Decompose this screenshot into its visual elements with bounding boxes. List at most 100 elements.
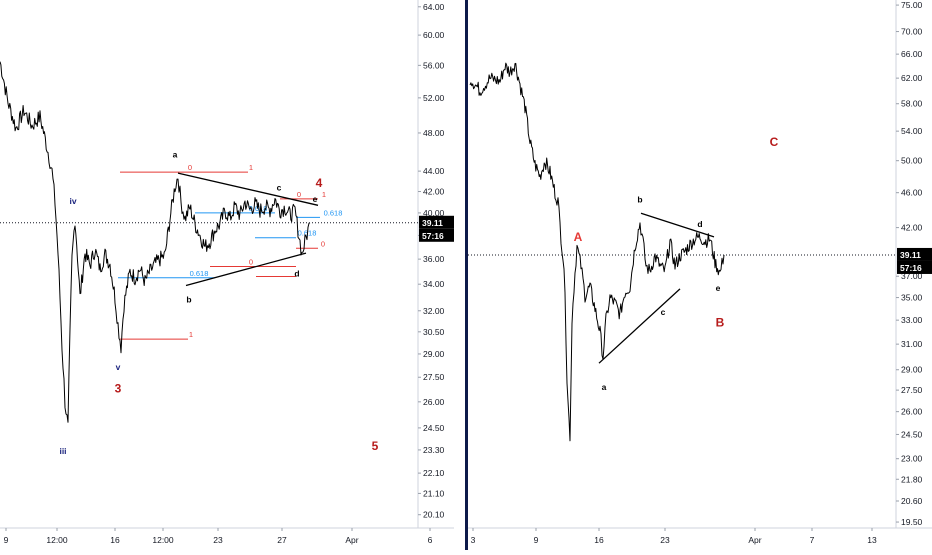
y-tick-label: 37.00 bbox=[901, 271, 923, 281]
y-tick-label: 27.50 bbox=[423, 372, 445, 382]
wave-label: B bbox=[716, 315, 725, 329]
countdown-label: 57:16 bbox=[900, 263, 922, 273]
y-tick-label: 35.00 bbox=[901, 293, 923, 303]
y-tick-label: 75.00 bbox=[901, 0, 923, 10]
y-tick-label: 22.10 bbox=[423, 468, 445, 478]
fib-level-label: 0 bbox=[297, 190, 301, 199]
y-tick-label: 32.00 bbox=[423, 306, 445, 316]
pane-divider[interactable] bbox=[465, 0, 468, 550]
trendline[interactable] bbox=[598, 288, 681, 364]
y-tick-label: 21.10 bbox=[423, 488, 445, 498]
wave-label: iii bbox=[59, 446, 66, 456]
y-tick-label: 42.00 bbox=[423, 187, 445, 197]
right-chart-pane[interactable]: 75.00 70.00 66.00 62.00 58.00 54.00 50.00 46.00… bbox=[468, 0, 932, 545]
x-tick-label: 16 bbox=[594, 535, 604, 545]
wave-label: 5 bbox=[372, 439, 379, 453]
wave-label: c bbox=[277, 182, 282, 192]
wave-label: d bbox=[697, 219, 702, 229]
wave-label: A bbox=[574, 230, 583, 244]
y-tick-label: 64.00 bbox=[423, 2, 445, 12]
y-tick-label: 26.00 bbox=[901, 407, 923, 417]
price-badge-label: 39.11 bbox=[422, 218, 443, 228]
wave-label: e bbox=[313, 194, 318, 204]
left-chart-pane[interactable]: 64.00 60.00 56.00 52.00 48.00 44.00 42.00 40.00… bbox=[0, 0, 454, 545]
countdown-badge bbox=[419, 228, 454, 242]
wave-label: iv bbox=[69, 196, 76, 206]
y-tick-label: 29.00 bbox=[901, 365, 923, 375]
wave-label: 3 bbox=[115, 382, 122, 396]
x-tick-label: 23 bbox=[660, 535, 670, 545]
y-tick-label: 50.00 bbox=[901, 156, 923, 166]
fib-level-label: 0.618 bbox=[324, 208, 343, 217]
y-tick-label: 21.80 bbox=[901, 474, 923, 484]
x-tick-label: 23 bbox=[213, 535, 223, 545]
y-tick-label: 23.00 bbox=[901, 454, 923, 464]
y-tick-label: 56.00 bbox=[423, 60, 445, 70]
y-tick-label: 58.00 bbox=[901, 99, 923, 109]
wave-label: d bbox=[294, 269, 299, 279]
x-tick-label: 6 bbox=[428, 535, 433, 545]
fib-level-label: 0.618 bbox=[190, 269, 209, 278]
wave-label: e bbox=[716, 283, 721, 293]
y-tick-label: 42.00 bbox=[901, 223, 923, 233]
y-tick-label: 52.00 bbox=[423, 93, 445, 103]
x-tick-label: Apr bbox=[345, 535, 358, 545]
y-tick-label: 54.00 bbox=[901, 126, 923, 136]
y-tick-label: 20.60 bbox=[901, 496, 923, 506]
fib-level-label: 0 bbox=[321, 239, 325, 248]
countdown-label: 57:16 bbox=[422, 231, 444, 241]
wave-label: 4 bbox=[316, 176, 323, 190]
x-tick-label: 13 bbox=[867, 535, 877, 545]
price-series-line[interactable] bbox=[469, 62, 725, 442]
trendline[interactable] bbox=[185, 252, 307, 287]
fib-level-label: 1 bbox=[322, 190, 326, 199]
y-tick-label: 24.50 bbox=[901, 429, 923, 439]
y-tick-label: 27.50 bbox=[901, 385, 923, 395]
x-tick-label: 12:00 bbox=[152, 535, 174, 545]
y-tick-label: 26.00 bbox=[423, 397, 445, 407]
y-tick-label: 36.00 bbox=[423, 254, 445, 264]
y-tick-label: 66.00 bbox=[901, 49, 923, 59]
y-tick-label: 70.00 bbox=[901, 27, 923, 37]
y-tick-label: 62.00 bbox=[901, 73, 923, 83]
wave-label: C bbox=[770, 135, 779, 149]
y-tick-label: 24.50 bbox=[423, 423, 445, 433]
x-tick-label: 9 bbox=[534, 535, 539, 545]
y-tick-label: 20.10 bbox=[423, 510, 445, 520]
wave-label: v bbox=[116, 362, 121, 372]
fib-level-label: 0.618 bbox=[249, 204, 268, 213]
wave-label: b bbox=[186, 295, 191, 305]
y-tick-label: 46.00 bbox=[901, 188, 923, 198]
wave-label: b bbox=[637, 195, 642, 205]
fib-level-label: 1 bbox=[249, 163, 253, 172]
fib-level-label: 1 bbox=[189, 330, 193, 339]
y-tick-label: 44.00 bbox=[423, 166, 445, 176]
wave-label: a bbox=[173, 150, 178, 160]
y-tick-label: 23.30 bbox=[423, 445, 445, 455]
fib-level-label: 0 bbox=[188, 163, 192, 172]
trendline[interactable] bbox=[640, 212, 715, 238]
x-tick-label: 3 bbox=[471, 535, 476, 545]
y-tick-label: 60.00 bbox=[423, 30, 445, 40]
price-badge-label: 39.11 bbox=[900, 250, 921, 260]
countdown-badge bbox=[897, 260, 932, 274]
x-tick-label: Apr bbox=[748, 535, 761, 545]
y-tick-label: 33.00 bbox=[901, 315, 923, 325]
x-tick-label: 7 bbox=[810, 535, 815, 545]
y-tick-label: 31.00 bbox=[901, 339, 923, 349]
y-tick-label: 48.00 bbox=[423, 128, 445, 138]
x-tick-label: 9 bbox=[4, 535, 9, 545]
y-tick-label: 30.50 bbox=[423, 327, 445, 337]
price-series-line[interactable] bbox=[0, 61, 311, 423]
trendline[interactable] bbox=[177, 172, 319, 206]
wave-label: a bbox=[602, 382, 607, 392]
x-tick-label: 27 bbox=[277, 535, 287, 545]
y-tick-label: 34.00 bbox=[423, 279, 445, 289]
fib-level-label: 0.618 bbox=[298, 229, 317, 238]
price-badge bbox=[897, 247, 932, 261]
wave-label: c bbox=[661, 307, 666, 317]
y-tick-label: 19.50 bbox=[901, 517, 923, 527]
y-tick-label: 29.00 bbox=[423, 349, 445, 359]
